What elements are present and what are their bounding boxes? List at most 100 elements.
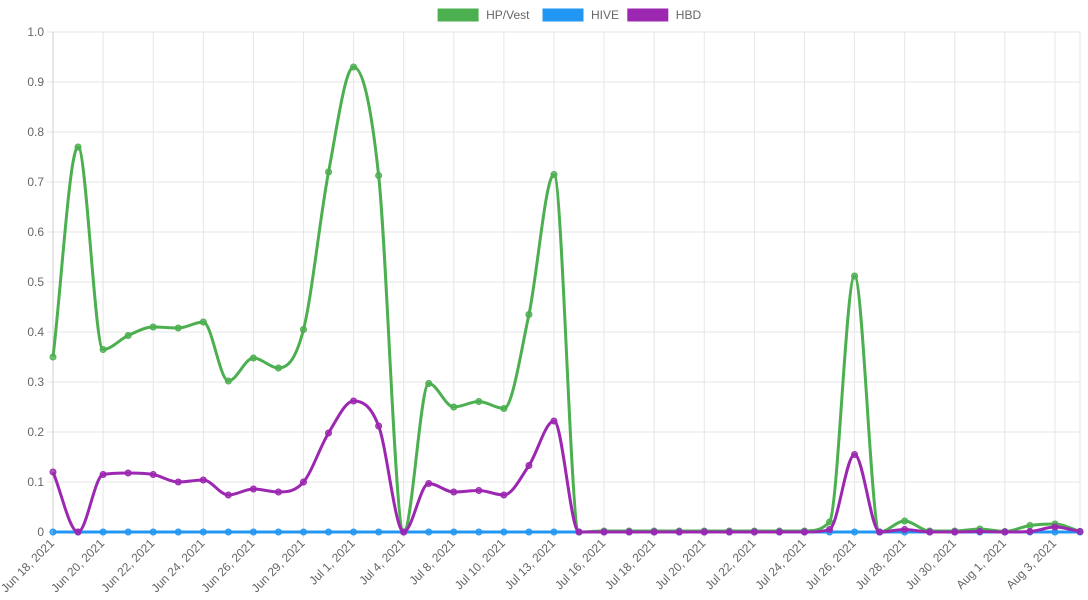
data-point-hbd[interactable] [1076,528,1084,535]
data-point-hive[interactable] [500,528,508,536]
data-point-hp-vest[interactable] [99,346,107,353]
data-point-hbd[interactable] [274,488,282,496]
data-point-hbd[interactable] [976,528,984,535]
data-point-hbd[interactable] [199,476,207,484]
data-point-hive[interactable] [124,528,132,536]
x-tick-label: Jul 10, 2021 [452,536,508,592]
data-point-hbd[interactable] [375,422,383,430]
legend-swatch [437,8,479,22]
data-point-hive[interactable] [299,528,307,536]
chart-legend[interactable]: HP/Vest HIVE HBD [437,8,702,22]
data-point-hive[interactable] [249,528,257,536]
data-point-hbd[interactable] [675,528,683,536]
data-point-hp-vest[interactable] [475,398,483,405]
data-point-hive[interactable] [425,528,433,536]
data-point-hbd[interactable] [99,471,107,478]
data-point-hp-vest[interactable] [901,517,909,525]
x-tick-label: Jul 26, 2021 [803,536,859,592]
data-point-hbd[interactable] [299,478,307,486]
data-point-hp-vest[interactable] [851,272,859,280]
data-point-hive[interactable] [550,528,558,536]
data-point-hbd[interactable] [725,528,733,536]
data-point-hbd[interactable] [1026,528,1034,535]
data-point-hbd[interactable] [49,468,57,476]
data-point-hbd[interactable] [224,491,232,499]
data-point-hbd[interactable] [124,469,132,477]
y-tick-label: 0.1 [27,475,44,489]
data-point-hp-vest[interactable] [350,63,358,71]
y-tick-label: 0.2 [27,425,44,439]
data-point-hp-vest[interactable] [249,354,257,362]
y-tick-label: 1.0 [27,25,44,39]
data-point-hbd[interactable] [826,526,834,533]
legend-item-hive[interactable]: HIVE [542,8,619,22]
data-point-hp-vest[interactable] [500,405,508,412]
data-point-hbd[interactable] [650,528,658,536]
data-point-hp-vest[interactable] [299,326,307,333]
data-point-hbd[interactable] [475,487,483,494]
data-point-hp-vest[interactable] [425,380,433,387]
data-point-hp-vest[interactable] [375,172,383,179]
data-point-hp-vest[interactable] [525,311,533,318]
data-point-hive[interactable] [450,528,458,536]
data-point-hbd[interactable] [951,528,959,536]
data-point-hp-vest[interactable] [174,324,182,332]
data-point-hp-vest[interactable] [149,323,157,331]
data-point-hbd[interactable] [926,528,934,536]
data-point-hive[interactable] [99,528,107,536]
data-point-hbd[interactable] [249,485,257,493]
data-point-hbd[interactable] [1051,523,1059,531]
data-point-hive[interactable] [274,528,282,536]
data-point-hive[interactable] [525,528,533,536]
data-point-hbd[interactable] [550,417,558,425]
data-point-hive[interactable] [149,528,157,536]
data-point-hbd[interactable] [400,528,408,536]
data-point-hbd[interactable] [149,471,157,478]
data-point-hp-vest[interactable] [274,364,282,372]
data-point-hbd[interactable] [851,451,859,458]
data-point-hive[interactable] [350,528,358,536]
data-point-hbd[interactable] [600,528,608,536]
data-point-hbd[interactable] [500,491,508,499]
data-point-hp-vest[interactable] [325,168,333,176]
x-tick-label: Jun 29, 2021 [249,536,308,595]
data-point-hp-vest[interactable] [450,403,458,411]
data-point-hbd[interactable] [1001,528,1009,536]
legend-label: HIVE [591,8,619,22]
data-point-hbd[interactable] [450,488,458,496]
data-point-hbd[interactable] [425,480,433,487]
data-point-hp-vest[interactable] [550,171,558,178]
legend-label: HBD [676,8,702,22]
data-point-hbd[interactable] [525,462,533,469]
data-point-hive[interactable] [224,528,232,536]
data-point-hp-vest[interactable] [74,143,82,151]
data-point-hbd[interactable] [74,528,82,536]
data-point-hp-vest[interactable] [1026,522,1034,529]
data-point-hive[interactable] [49,528,57,536]
legend-swatch [542,8,584,22]
legend-item-hp-vest[interactable]: HP/Vest [437,8,530,22]
data-point-hbd[interactable] [350,397,358,405]
data-point-hbd[interactable] [775,528,783,536]
data-point-hbd[interactable] [700,528,708,536]
data-point-hive[interactable] [375,528,383,536]
data-point-hbd[interactable] [876,528,884,536]
data-point-hbd[interactable] [750,528,758,536]
data-point-hbd[interactable] [325,429,333,437]
data-point-hbd[interactable] [625,528,633,536]
data-point-hp-vest[interactable] [224,377,232,385]
legend-item-hbd[interactable]: HBD [627,8,702,22]
data-point-hbd[interactable] [901,526,909,533]
series-line-hp-vest [51,65,1081,534]
data-point-hbd[interactable] [800,528,808,536]
data-point-hp-vest[interactable] [49,353,57,361]
data-point-hp-vest[interactable] [199,318,207,326]
data-point-hbd[interactable] [174,478,182,486]
data-point-hive[interactable] [475,528,483,536]
data-point-hp-vest[interactable] [124,332,132,339]
data-point-hive[interactable] [851,528,859,536]
data-point-hbd[interactable] [575,528,583,536]
data-point-hive[interactable] [174,528,182,536]
data-point-hive[interactable] [199,528,207,536]
data-point-hive[interactable] [325,528,333,536]
